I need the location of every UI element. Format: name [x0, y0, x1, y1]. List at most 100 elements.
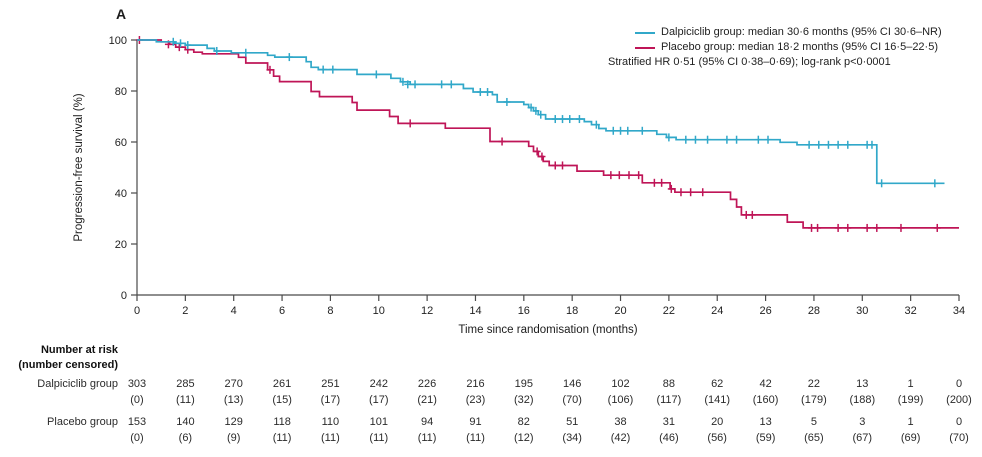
placebo-censor-marks — [135, 36, 941, 232]
dalpiciclib-row-label: Dalpiciclib group — [37, 378, 118, 390]
placebo-at-risk-count: 82 — [517, 416, 530, 428]
x-tick-label: 16 — [518, 305, 530, 317]
placebo-censored-count: (46) — [659, 432, 679, 444]
dalpiciclib-censored-count: (70) — [562, 394, 582, 406]
placebo-at-risk-count: 110 — [321, 416, 340, 428]
dalpiciclib-at-risk-count: 1 — [907, 378, 914, 390]
x-tick-label: 24 — [711, 305, 723, 317]
dalpiciclib-censored-count: (17) — [320, 394, 341, 406]
legend-entry-placebo: Placebo group: median 18·2 months (95% C… — [635, 40, 942, 55]
dalpiciclib-at-risk-count: 195 — [514, 378, 533, 390]
axes — [131, 39, 960, 301]
x-tick-label: 12 — [421, 305, 433, 317]
placebo-at-risk-count: 51 — [566, 416, 579, 428]
dalpiciclib-censored-count: (17) — [369, 394, 389, 406]
placebo-row-label: Placebo group — [47, 416, 118, 428]
y-tick-label: 80 — [115, 86, 127, 98]
y-tick-labels: 0 20 40 60 80 100 — [109, 35, 127, 302]
dalpiciclib-at-risk-count: 261 — [272, 378, 292, 390]
panel-label: A — [116, 6, 127, 22]
legend-entry-dalpiciclib: Dalpiciclib group: median 30·6 months (9… — [635, 25, 942, 40]
x-tick-label: 26 — [759, 305, 771, 317]
placebo-censored-count: (11) — [466, 432, 485, 444]
x-tick-label: 8 — [327, 305, 333, 317]
dalpiciclib-censor-marks — [169, 37, 939, 188]
dalpiciclib-at-risk-count: 88 — [662, 378, 676, 390]
dalpiciclib-at-risk-count: 242 — [369, 378, 388, 390]
x-axis-title: Time since randomisation (months) — [458, 324, 637, 336]
risk-table-header: Number at risk — [40, 344, 118, 356]
legend-note-stratified-hr: Stratified HR 0·51 (95% CI 0·38–0·69); l… — [608, 56, 891, 68]
x-tick-labels: 0 2 4 6 8 10 12 14 16 18 20 22 24 26 28 30 32 34 — [134, 305, 965, 317]
y-tick-label: 0 — [121, 290, 127, 302]
dalpiciclib-at-risk-count: 303 — [127, 378, 147, 390]
x-tick-label: 22 — [663, 305, 675, 317]
placebo-at-risk-count: 94 — [420, 416, 434, 428]
legend-label-placebo: Placebo group: median 18·2 months (95% C… — [661, 41, 938, 53]
placebo-curve — [137, 39, 959, 229]
placebo-at-risk-count: 1 — [907, 416, 914, 428]
dalpiciclib-censored-count: (13) — [223, 394, 244, 406]
placebo-censored-count: (70) — [949, 432, 969, 444]
legend-label-dalpiciclib: Dalpiciclib group: median 30·6 months (9… — [661, 26, 942, 38]
placebo-censored-count: (65) — [804, 432, 824, 444]
dalpiciclib-censored-count: (0) — [130, 394, 144, 406]
dalpiciclib-censored-count: (160) — [752, 394, 779, 406]
x-tick-label: 2 — [182, 305, 188, 317]
placebo-at-risk-count: 118 — [273, 416, 291, 428]
placebo-censored-count: (11) — [272, 432, 292, 444]
placebo-at-risk-count: 20 — [711, 416, 724, 428]
placebo-censored-count: (11) — [417, 432, 437, 444]
placebo-censored-count: (59) — [755, 432, 776, 444]
dalpiciclib-censored-count: (188) — [849, 394, 876, 406]
dalpiciclib-at-risk-count: 0 — [955, 378, 963, 390]
dalpiciclib-censored-count: (15) — [272, 394, 292, 406]
y-tick-label: 100 — [109, 35, 127, 47]
y-tick-label: 40 — [115, 188, 127, 200]
risk-table-header: (number censored) — [18, 359, 118, 371]
x-tick-label: 20 — [614, 305, 626, 317]
dalpiciclib-censored-count: (117) — [656, 394, 682, 406]
x-tick-label: 6 — [279, 305, 285, 317]
dalpiciclib-censored-count: (179) — [801, 394, 827, 406]
x-tick-label: 28 — [808, 305, 820, 317]
placebo-censored-count: (34) — [562, 432, 582, 444]
placebo-at-risk-count: 101 — [369, 416, 388, 428]
legend: Dalpiciclib group: median 30·6 months (9… — [608, 25, 942, 70]
dalpiciclib-at-risk-count: 42 — [759, 378, 772, 390]
dalpiciclib-censored-count: (23) — [465, 394, 486, 406]
y-axis-title: Progression-free survival (%) — [73, 93, 85, 241]
placebo-censored-count: (0) — [130, 432, 144, 444]
placebo-censored-count: (12) — [514, 432, 534, 444]
placebo-censored-count: (11) — [369, 432, 389, 444]
dalpiciclib-censored-count: (21) — [417, 394, 437, 406]
placebo-censored-count: (6) — [178, 432, 193, 444]
x-tick-label: 0 — [134, 305, 140, 317]
placebo-at-risk-count: 5 — [810, 416, 817, 428]
dalpiciclib-censored-count: (11) — [176, 394, 195, 406]
placebo-line-swatch — [635, 46, 655, 49]
dalpiciclib-censored-count: (200) — [946, 394, 972, 406]
placebo-at-risk-count: 31 — [662, 416, 676, 428]
placebo-at-risk-count: 0 — [955, 416, 963, 428]
dalpiciclib-censored-count: (141) — [704, 394, 731, 406]
y-tick-label: 20 — [115, 239, 127, 251]
placebo-at-risk-count: 140 — [176, 416, 195, 428]
dalpiciclib-at-risk-count: 226 — [417, 378, 437, 390]
placebo-censored-count: (56) — [707, 432, 727, 444]
dalpiciclib-at-risk-count: 13 — [856, 378, 869, 390]
dalpiciclib-at-risk-count: 22 — [807, 378, 821, 390]
x-tick-label: 18 — [566, 305, 578, 317]
placebo-censored-count: (9) — [226, 432, 241, 444]
x-tick-label: 30 — [856, 305, 868, 317]
dalpiciclib-at-risk-count: 285 — [176, 378, 195, 390]
x-tick-label: 4 — [231, 305, 237, 317]
dalpiciclib-line-swatch — [635, 31, 655, 34]
y-tick-label: 60 — [115, 137, 127, 149]
placebo-at-risk-count: 129 — [224, 416, 243, 428]
x-tick-label: 10 — [373, 305, 385, 317]
dalpiciclib-at-risk-count: 251 — [321, 378, 340, 390]
x-tick-label: 34 — [953, 305, 965, 317]
dalpiciclib-censored-count: (106) — [607, 394, 634, 406]
